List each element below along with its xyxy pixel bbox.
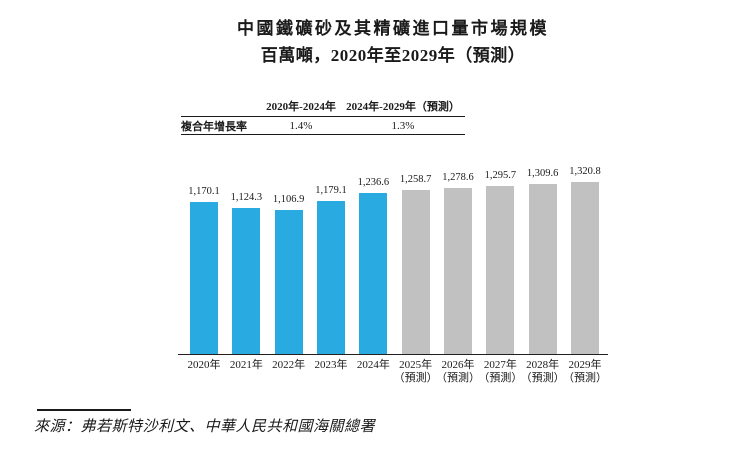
- bar-x-label: 2022年: [258, 359, 320, 372]
- cagr-table-header-row: 2020年-2024年 2024年-2029年（預測）: [181, 96, 465, 117]
- bar-x-label-year: 2024年: [356, 359, 390, 371]
- bar-value-label: 1,236.6: [357, 177, 390, 189]
- bar: [359, 193, 388, 354]
- bar: [190, 201, 218, 354]
- bar-x-label: 2028年 （預測）: [512, 359, 574, 385]
- bar-x-label: 2024年: [342, 359, 404, 372]
- bar-value-label: 1,278.6: [442, 171, 474, 183]
- bar-group: 1,170.1 2020年: [183, 160, 225, 371]
- bar-group: 1,320.8 2029年 （預測）: [563, 160, 607, 384]
- chart-subtitle: 百萬噸，2020年至2029年（預測）: [260, 46, 526, 65]
- bar: [401, 190, 430, 354]
- bar-x-label-year: 2029年: [568, 359, 602, 371]
- bar-x-label: 2029年 （預測）: [554, 359, 616, 385]
- bar-x-label: 2020年: [173, 359, 235, 372]
- bar-x-label: 2023年: [300, 359, 362, 372]
- bar-x-label-year: 2025年: [399, 359, 433, 371]
- bar-x-label: 2025年 （預測）: [385, 359, 447, 385]
- bar-value-label: 1,295.7: [484, 169, 517, 181]
- cagr-value-2: 1.3%: [391, 119, 415, 132]
- bar-x-label: 2026年 （預測）: [427, 359, 489, 385]
- bar-chart: 1,170.1 2020年 1,124.3 2021年 1,106.9 2022年 1,17…: [178, 160, 608, 384]
- bar-x-label-year: 2022年: [272, 359, 306, 371]
- cagr-col-header-2: 2024年-2029年（預測）: [346, 101, 460, 113]
- bar-x-label-note: （預測）: [435, 372, 480, 384]
- bar-x-label-year: 2020年: [187, 359, 221, 371]
- bar-x-label-year: 2023年: [314, 359, 348, 371]
- title-block: 中國鐵礦砂及其精礦進口量市場規模 百萬噸，2020年至2029年（預測）: [178, 18, 608, 67]
- bar-group: 1,309.6 2028年 （預測）: [521, 160, 565, 384]
- source-divider: [37, 409, 131, 411]
- bar-value-label: 1,309.6: [526, 167, 559, 179]
- bar-value-label: 1,258.7: [399, 174, 432, 186]
- bar-value-label: 1,124.3: [230, 191, 263, 203]
- bar-value-label: 1,320.8: [569, 166, 601, 178]
- cagr-table: 2020年-2024年 2024年-2029年（預測） 複合年增長率 1.4% …: [181, 96, 465, 135]
- source-note: 來源：弗若斯特沙利文、中華人民共和國海關總署: [34, 419, 376, 435]
- bar-group: 1,258.7 2025年 （預測）: [394, 160, 438, 384]
- bar-x-label: 2027年 （預測）: [469, 359, 531, 385]
- bar-value-label: 1,179.1: [315, 184, 347, 196]
- bar-group: 1,236.6 2024年: [352, 160, 394, 371]
- cagr-table-data-row: 複合年增長率 1.4% 1.3%: [181, 117, 465, 135]
- bar: [316, 200, 345, 354]
- bar-x-label-year: 2021年: [229, 359, 263, 371]
- bar-value-label: 1,170.1: [188, 185, 220, 197]
- bar-x-label-year: 2028年: [526, 359, 560, 371]
- bar: [486, 185, 515, 354]
- bar-x-label-note: （預測）: [478, 372, 523, 384]
- cagr-row-label: 複合年增長率: [181, 120, 247, 133]
- bar-group: 1,179.1 2023年: [310, 160, 352, 371]
- bar-x-label-year: 2026年: [441, 359, 475, 371]
- bar-x-label-year: 2027年: [483, 359, 517, 371]
- bar-group: 1,278.6 2026年 （預測）: [436, 160, 480, 384]
- bar: [274, 210, 303, 354]
- cagr-value-1: 1.4%: [289, 119, 313, 132]
- bar: [528, 183, 557, 354]
- bar-x-label-note: （預測）: [520, 372, 565, 384]
- chart-title: 中國鐵礦砂及其精礦進口量市場規模: [237, 19, 549, 38]
- bar-group: 1,106.9 2022年: [268, 160, 310, 371]
- bar-group: 1,295.7 2027年 （預測）: [478, 160, 522, 384]
- bar-x-label: 2021年: [215, 359, 277, 372]
- bar: [570, 182, 599, 354]
- cagr-col-header-1: 2020年-2024年: [266, 101, 336, 113]
- bar: [443, 187, 472, 354]
- bar-x-label-note: （預測）: [562, 372, 607, 384]
- bar-group: 1,124.3 2021年: [225, 160, 267, 371]
- bar-value-label: 1,106.9: [272, 194, 305, 206]
- bar-x-label-note: （預測）: [393, 372, 438, 384]
- bar: [232, 207, 261, 354]
